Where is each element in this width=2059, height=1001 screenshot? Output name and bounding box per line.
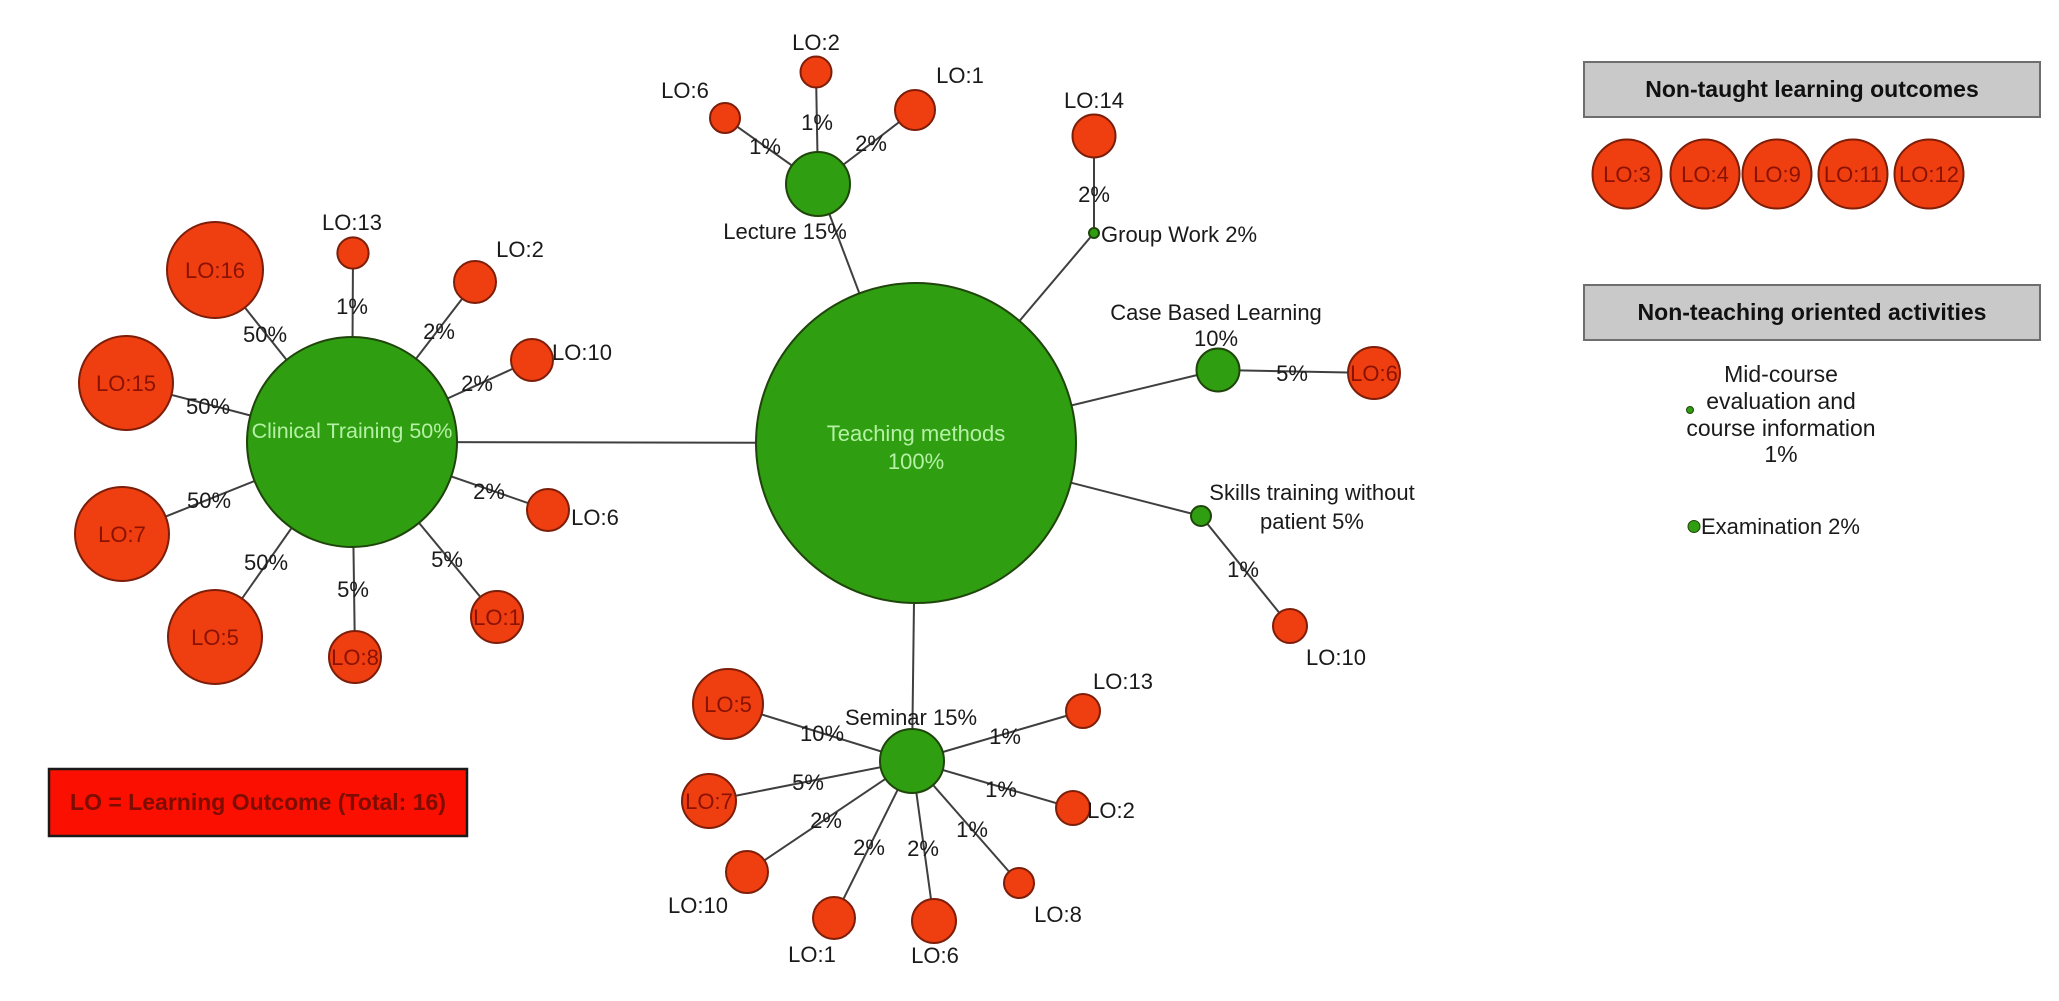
svg-text:Non-taught learning outcomes: Non-taught learning outcomes: [1645, 76, 1979, 102]
svg-text:5%: 5%: [792, 770, 824, 795]
svg-text:LO:5: LO:5: [704, 692, 752, 717]
svg-text:LO:11: LO:11: [1824, 162, 1882, 187]
svg-text:LO:3: LO:3: [1603, 162, 1651, 187]
svg-text:1%: 1%: [1764, 441, 1797, 467]
svg-text:LO:2: LO:2: [792, 30, 840, 55]
svg-text:LO:13: LO:13: [322, 210, 382, 235]
svg-text:LO:12: LO:12: [1899, 162, 1959, 187]
svg-text:LO:14: LO:14: [1064, 88, 1124, 113]
svg-text:LO:9: LO:9: [1753, 162, 1801, 187]
svg-text:LO:1: LO:1: [788, 942, 836, 967]
svg-text:10%: 10%: [800, 721, 844, 746]
svg-text:Examination 2%: Examination 2%: [1701, 514, 1860, 539]
svg-text:LO:1: LO:1: [936, 63, 984, 88]
svg-text:1%: 1%: [749, 134, 781, 159]
svg-text:course information: course information: [1686, 415, 1875, 441]
svg-text:LO:7: LO:7: [685, 789, 733, 814]
svg-text:1%: 1%: [985, 777, 1017, 802]
svg-text:Seminar 15%: Seminar 15%: [845, 705, 977, 730]
svg-text:LO:2: LO:2: [496, 237, 544, 262]
svg-text:LO:16: LO:16: [185, 258, 245, 283]
svg-text:LO:10: LO:10: [1306, 645, 1366, 670]
svg-text:Skills training without: Skills training without: [1209, 480, 1414, 505]
svg-text:10%: 10%: [1194, 326, 1238, 351]
svg-text:Lecture 15%: Lecture 15%: [723, 219, 847, 244]
svg-text:2%: 2%: [855, 131, 887, 156]
svg-text:2%: 2%: [810, 808, 842, 833]
svg-text:5%: 5%: [337, 577, 369, 602]
svg-text:2%: 2%: [853, 835, 885, 860]
svg-text:LO:6: LO:6: [911, 943, 959, 968]
svg-text:Non-teaching oriented activiti: Non-teaching oriented activities: [1638, 299, 1987, 325]
svg-text:LO = Learning Outcome (Total:: LO = Learning Outcome (Total: 16): [70, 789, 446, 815]
svg-text:Clinical Training 50%: Clinical Training 50%: [252, 419, 453, 443]
svg-text:LO:2: LO:2: [1087, 798, 1135, 823]
svg-text:2%: 2%: [1078, 182, 1110, 207]
svg-text:evaluation and: evaluation and: [1706, 388, 1856, 414]
svg-text:2%: 2%: [473, 479, 505, 504]
svg-text:5%: 5%: [1276, 361, 1308, 386]
svg-text:LO:10: LO:10: [552, 340, 612, 365]
svg-text:Mid-course: Mid-course: [1724, 361, 1838, 387]
svg-text:2%: 2%: [461, 371, 493, 396]
svg-text:Group Work 2%: Group Work 2%: [1101, 222, 1257, 247]
svg-text:LO:7: LO:7: [98, 522, 146, 547]
svg-text:1%: 1%: [989, 724, 1021, 749]
svg-text:LO:8: LO:8: [1034, 902, 1082, 927]
svg-text:50%: 50%: [186, 394, 230, 419]
svg-text:LO:6: LO:6: [571, 505, 619, 530]
svg-text:LO:6: LO:6: [1350, 361, 1398, 386]
svg-text:Case Based Learning: Case Based Learning: [1110, 300, 1322, 325]
svg-text:LO:6: LO:6: [661, 78, 709, 103]
svg-text:1%: 1%: [956, 817, 988, 842]
svg-text:LO:15: LO:15: [96, 371, 156, 396]
svg-text:50%: 50%: [244, 550, 288, 575]
svg-text:Teaching methods: Teaching methods: [827, 421, 1006, 446]
svg-text:LO:4: LO:4: [1681, 162, 1729, 187]
svg-text:100%: 100%: [888, 449, 944, 474]
svg-text:2%: 2%: [907, 836, 939, 861]
svg-text:50%: 50%: [187, 488, 231, 513]
svg-text:LO:13: LO:13: [1093, 669, 1153, 694]
svg-text:LO:10: LO:10: [668, 893, 728, 918]
svg-text:patient 5%: patient 5%: [1260, 509, 1364, 534]
svg-text:LO:5: LO:5: [191, 625, 239, 650]
svg-text:50%: 50%: [243, 322, 287, 347]
svg-text:5%: 5%: [431, 547, 463, 572]
svg-text:2%: 2%: [423, 319, 455, 344]
svg-text:1%: 1%: [336, 294, 368, 319]
svg-text:LO:8: LO:8: [331, 645, 379, 670]
svg-text:1%: 1%: [1227, 557, 1259, 582]
svg-text:1%: 1%: [801, 110, 833, 135]
svg-text:LO:1: LO:1: [473, 605, 521, 630]
